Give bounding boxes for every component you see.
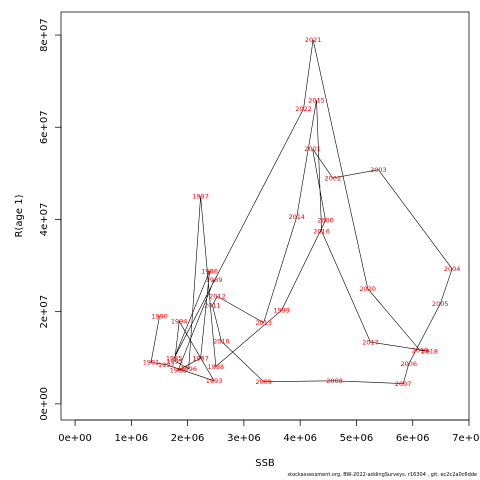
year-label-2003: 2003 [370, 166, 387, 174]
year-label-1987: 1987 [192, 355, 209, 363]
year-label-1996: 1996 [180, 365, 197, 373]
y-tick-label: 4e+07 [39, 203, 50, 237]
year-label-1991: 1991 [143, 359, 160, 367]
year-label-2009: 2009 [255, 378, 272, 386]
year-label-2004: 2004 [444, 265, 461, 273]
x-tick-label: 5e+06 [340, 433, 374, 444]
year-label-1986: 1986 [201, 267, 218, 275]
year-label-1998: 1998 [207, 363, 224, 371]
year-label-2010: 2010 [213, 337, 230, 345]
y-axis: 0e+00 2e+07 4e+07 6e+07 8e+07 [39, 18, 62, 421]
year-label-2001: 2001 [304, 145, 321, 153]
year-label-1999: 1999 [273, 307, 290, 315]
year-label-2007: 2007 [395, 380, 412, 388]
year-label-2005: 2005 [432, 300, 449, 308]
year-label-1994: 1994 [171, 318, 188, 326]
year-label-1992: 1992 [158, 361, 175, 369]
year-label-2016: 2016 [313, 227, 330, 235]
year-label-2021: 2021 [305, 36, 322, 44]
x-tick-label: 3e+06 [227, 433, 261, 444]
x-tick-label: 0e+00 [58, 433, 92, 444]
x-tick-label: 4e+06 [283, 433, 317, 444]
year-label-1995: 1995 [166, 357, 183, 365]
x-tick-label: 7e+06 [452, 433, 480, 444]
year-label-1997: 1997 [192, 193, 209, 201]
year-label-2008: 2008 [326, 377, 343, 385]
x-axis-title: SSB [255, 458, 275, 469]
recruitment-series: 1990199119921993199419951996199719981999… [143, 36, 461, 388]
x-axis: 0e+00 1e+06 2e+06 3e+06 4e+06 5e+06 6e+06 7e+06 [58, 419, 480, 444]
year-label-2000: 2000 [317, 217, 334, 225]
year-label-2006: 2006 [401, 360, 418, 368]
y-axis-title: R(age 1) [14, 194, 25, 237]
year-label-1988: 1988 [170, 367, 187, 375]
year-label-2011: 2011 [204, 302, 221, 310]
y-tick-label: 0e+00 [39, 387, 50, 421]
year-label-2020: 2020 [359, 285, 376, 293]
x-tick-label: 6e+06 [396, 433, 430, 444]
year-label-1989: 1989 [206, 276, 223, 284]
year-label-2017: 2017 [362, 338, 379, 346]
year-label-1990: 1990 [151, 313, 168, 321]
year-label-2015: 2015 [308, 96, 325, 104]
year-label-2014: 2014 [289, 213, 306, 221]
year-label-1985: 1985 [166, 355, 183, 363]
y-tick-label: 8e+07 [39, 18, 50, 52]
x-tick-label: 1e+06 [115, 433, 149, 444]
year-label-2018: 2018 [421, 348, 438, 356]
year-label-1993: 1993 [206, 377, 223, 385]
year-label-2013: 2013 [255, 319, 272, 327]
series-line [150, 39, 453, 384]
year-label-2002: 2002 [325, 174, 342, 182]
y-tick-label: 2e+07 [39, 295, 50, 329]
year-label-2019: 2019 [412, 347, 429, 355]
y-tick-label: 6e+07 [39, 110, 50, 144]
plot-frame [60, 11, 470, 421]
footnote: stockassessment.org, BW-2022-addingSurve… [287, 472, 478, 478]
year-label-2012: 2012 [209, 293, 226, 301]
x-tick-label: 2e+06 [171, 433, 205, 444]
year-label-2022: 2022 [295, 105, 312, 113]
